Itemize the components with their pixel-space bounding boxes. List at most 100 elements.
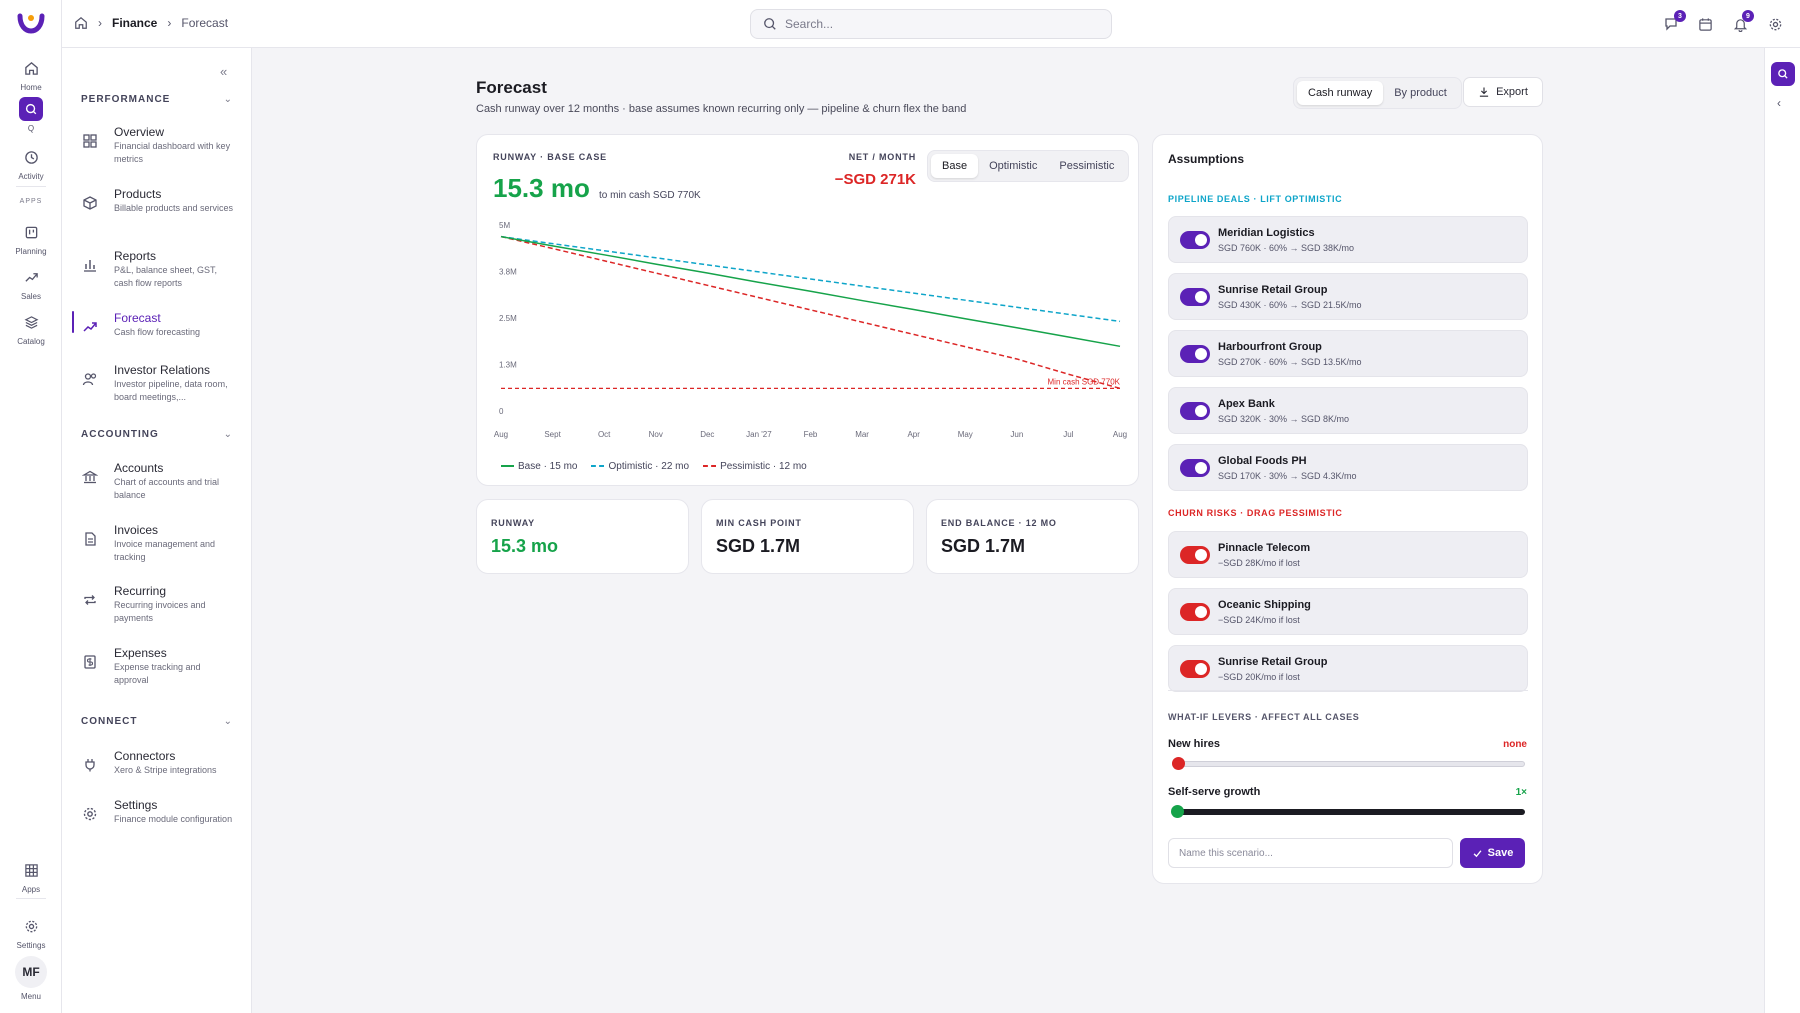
tab-optimistic[interactable]: Optimistic [978,154,1048,178]
collapse-sidebar-icon[interactable]: « [220,64,228,79]
rail-catalog[interactable]: Catalog [0,310,62,346]
sidebar-item-settings[interactable]: Settings Finance module configuration [62,798,252,846]
sidebar-item-accounts[interactable]: Accounts Chart of accounts and trial bala… [62,461,252,509]
rail-divider [16,186,46,187]
x-tick-label: Dec [700,430,714,439]
search-box[interactable] [750,9,1112,39]
tab-cash-runway[interactable]: Cash runway [1297,81,1384,105]
sidebar-item-overview[interactable]: Overview Financial dashboard with key met… [62,125,252,173]
topbar: › Finance › Forecast 3 9 [62,0,1800,48]
rail-activity-label: Activity [18,172,44,181]
section-performance[interactable]: PERFORMANCE ⌄ [81,94,233,105]
chevron-down-icon: ⌄ [223,716,233,727]
churn-risk-name: Sunrise Retail Group [1218,656,1328,668]
runway-line-chart: 5M 3.8M 2.5M 1.3M 0 Aug Sept Oct Nov Dec Jan '27 Fe… [494,221,1127,439]
tab-by-product[interactable]: By product [1383,81,1458,105]
breadcrumb-finance[interactable]: Finance [112,16,158,30]
new-hires-label: New hires [1168,738,1220,750]
pipeline-heading: PIPELINE DEALS · LIFT OPTIMISTIC [1168,194,1343,204]
stat-runway: RUNWAY 15.3 mo [476,499,689,574]
search-input[interactable] [785,17,1085,31]
chevron-down-icon: ⌄ [223,94,233,105]
x-tick-label: Oct [598,430,611,439]
export-button[interactable]: Export [1463,77,1543,107]
scenario-name-input[interactable] [1168,838,1453,868]
tab-base[interactable]: Base [931,154,979,178]
notifications-button[interactable]: 9 [1730,10,1754,34]
app-logo[interactable] [16,10,46,42]
growth-slider[interactable] [1171,805,1525,818]
sidebar-item-expenses[interactable]: Expenses Expense tracking and approval [62,646,252,694]
home-icon [19,56,43,80]
sidebar-item-products[interactable]: Products Billable products and services [62,187,252,235]
rail-home[interactable]: Home [0,56,62,92]
pipeline-deal-name: Harbourfront Group [1218,341,1322,353]
pipeline-deal-toggle[interactable] [1180,231,1210,249]
new-hires-slider[interactable] [1172,757,1525,770]
sidebar-item-invoices[interactable]: Invoices Invoice management and tracking [62,523,252,571]
legend-item: Pessimistic · 12 mo [703,461,807,472]
section-accounting[interactable]: ACCOUNTING ⌄ [81,429,233,440]
assistant-button[interactable] [1771,62,1795,86]
rail-activity[interactable]: Activity [0,145,62,181]
section-connect[interactable]: CONNECT ⌄ [81,716,233,727]
rail-planning[interactable]: Planning [0,220,62,256]
rail-q[interactable]: Q [0,97,62,133]
churn-risk-toggle[interactable] [1180,603,1210,621]
min-cash-threshold-label: Min cash SGD 770K [1048,377,1121,386]
churn-risk-toggle[interactable] [1180,546,1210,564]
churn-risk-toggle[interactable] [1180,660,1210,678]
chevron-left-icon[interactable]: ‹ [1777,96,1781,110]
sidebar-item-recurring[interactable]: Recurring Recurring invoices and payments [62,584,252,632]
messages-badge: 3 [1674,10,1686,22]
sidebar-item-desc: Finance module configuration [114,814,233,824]
growth-slider-thumb[interactable] [1171,805,1184,818]
save-scenario-button[interactable]: Save [1460,838,1525,868]
sidebar-item-desc: Billable products and services [114,203,234,213]
sidebar-item-desc: Financial dashboard with key metrics [114,141,231,164]
q-search-icon [19,97,43,121]
calendar-button[interactable] [1695,14,1715,34]
pipeline-deal-name: Global Foods PH [1218,455,1307,467]
sidebar-item-desc: Xero & Stripe integrations [114,765,217,775]
chevron-down-icon: ⌄ [223,429,233,440]
rail-apps[interactable]: Apps [0,858,62,894]
page-title: Forecast [476,78,547,97]
home-icon[interactable] [74,16,88,30]
x-tick-label: Feb [804,430,818,439]
sidebar-item-title: Overview [114,125,165,139]
pipeline-deal-toggle[interactable] [1180,345,1210,363]
pipeline-deal-toggle[interactable] [1180,288,1210,306]
settings-button[interactable] [1765,14,1785,34]
sidebar-item-investor-relations[interactable]: Investor Relations Investor pipeline, dat… [62,363,252,411]
view-tabs: Cash runway By product [1293,77,1462,109]
x-tick-label: Sept [544,430,561,439]
page-subtitle: Cash runway over 12 months · base assume… [476,103,967,115]
sidebar-item-forecast[interactable]: Forecast Cash flow forecasting [62,311,252,359]
pipeline-deal-toggle[interactable] [1180,459,1210,477]
sidebar-item-reports[interactable]: Reports P&L, balance sheet, GST, cash flo… [62,249,252,297]
sidebar-item-desc: Expense tracking and approval [114,662,201,685]
pipeline-deal-toggle[interactable] [1180,402,1210,420]
chevron-right-icon: › [167,16,172,30]
x-tick-label: Apr [907,430,920,439]
rail-settings[interactable]: Settings [0,914,62,950]
finance-sidebar: « PERFORMANCE ⌄ Overview Financial dashbo… [62,48,252,1013]
notifications-badge: 9 [1742,10,1754,22]
box-icon [83,196,97,210]
x-tick-label: Nov [649,430,663,439]
trend-up-icon [19,265,43,289]
tab-pessimistic[interactable]: Pessimistic [1048,154,1125,178]
sidebar-item-connectors[interactable]: Connectors Xero & Stripe integrations [62,749,252,797]
new-hires-slider-thumb[interactable] [1172,757,1185,770]
pipeline-deal-name: Meridian Logistics [1218,227,1315,239]
x-tick-label: Aug [1113,430,1127,439]
legend-swatch [703,465,717,468]
stat-label: END BALANCE · 12 MO [941,518,1057,528]
rail-menu-label[interactable]: Menu [20,992,41,1001]
search-icon [764,18,776,30]
rail-sales[interactable]: Sales [0,265,62,301]
pipeline-deal-detail: SGD 320K · 30% → SGD 8K/mo [1218,414,1350,424]
user-avatar[interactable]: MF [15,956,47,988]
messages-button[interactable]: 3 [1662,10,1686,34]
